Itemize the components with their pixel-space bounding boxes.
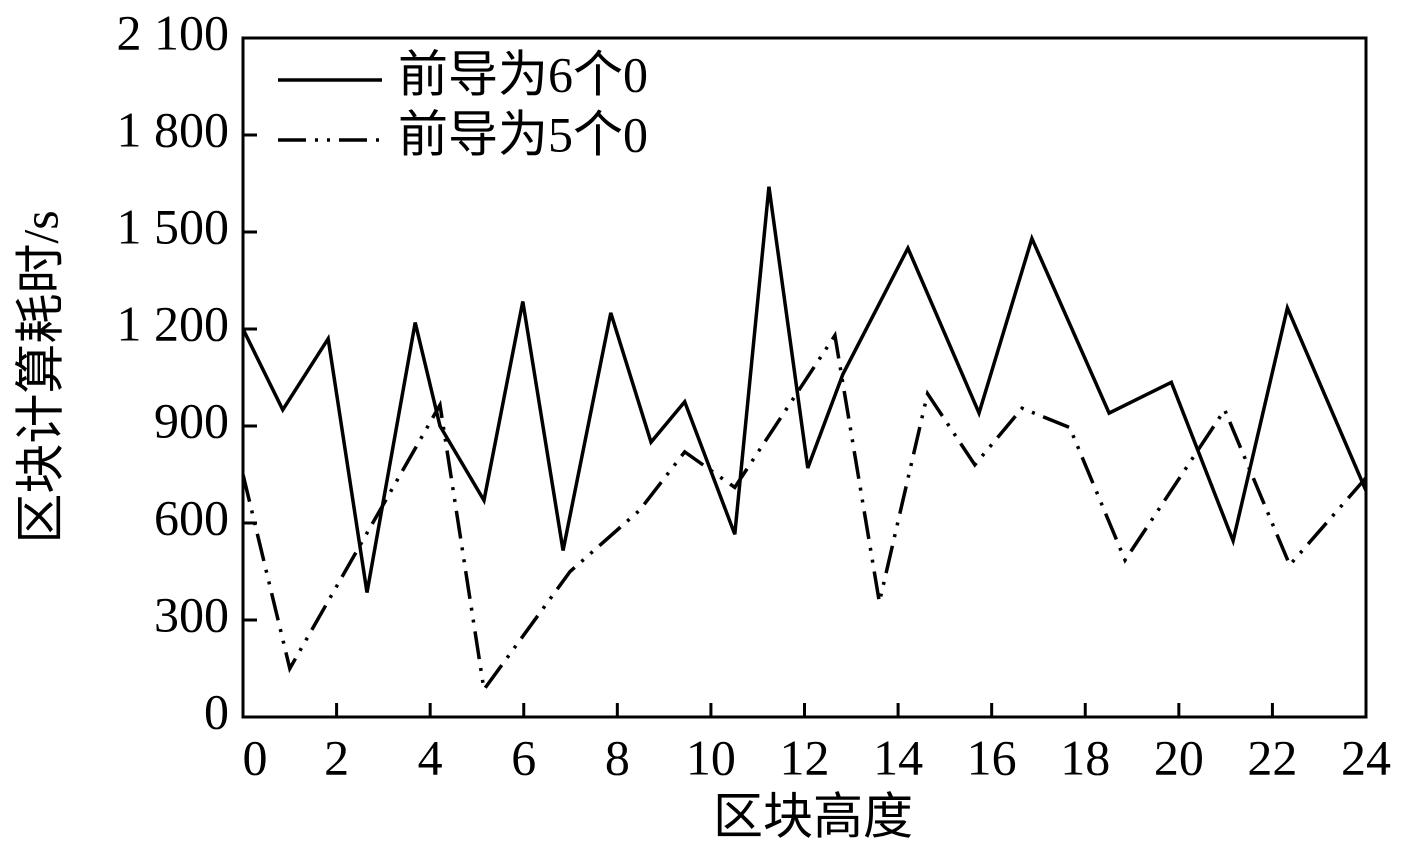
- x-tick-label: 22: [1247, 729, 1297, 785]
- x-tick-label: 16: [967, 729, 1017, 785]
- x-tick-label: 6: [511, 729, 536, 785]
- x-tick-label: 24: [1341, 729, 1391, 785]
- y-tick-label: 1 800: [117, 101, 230, 157]
- series-line: [241, 186, 1368, 593]
- x-tick-label: 14: [873, 729, 923, 785]
- x-tick-label: 0: [243, 729, 268, 785]
- x-tick-label: 2: [324, 729, 349, 785]
- y-tick-label: 900: [154, 392, 229, 448]
- x-tick-label: 20: [1154, 729, 1204, 785]
- y-tick-label: 0: [204, 683, 229, 739]
- x-tick-label: 12: [780, 729, 830, 785]
- legend-label: 前导为6个0: [398, 46, 648, 102]
- y-tick-label: 1 500: [117, 198, 230, 254]
- y-tick-label: 300: [154, 586, 229, 642]
- x-tick-label: 8: [605, 729, 630, 785]
- series-line: [241, 330, 1368, 694]
- x-tick-label: 10: [686, 729, 736, 785]
- x-tick-label: 18: [1060, 729, 1110, 785]
- y-tick-label: 600: [154, 489, 229, 545]
- y-tick-label: 1 200: [117, 295, 230, 351]
- x-tick-label: 4: [418, 729, 443, 785]
- x-axis-label: 区块高度: [713, 788, 913, 844]
- legend-label: 前导为5个0: [398, 106, 648, 162]
- y-tick-label: 2 100: [117, 4, 230, 60]
- y-axis-label: 区块计算耗时/s: [12, 210, 68, 543]
